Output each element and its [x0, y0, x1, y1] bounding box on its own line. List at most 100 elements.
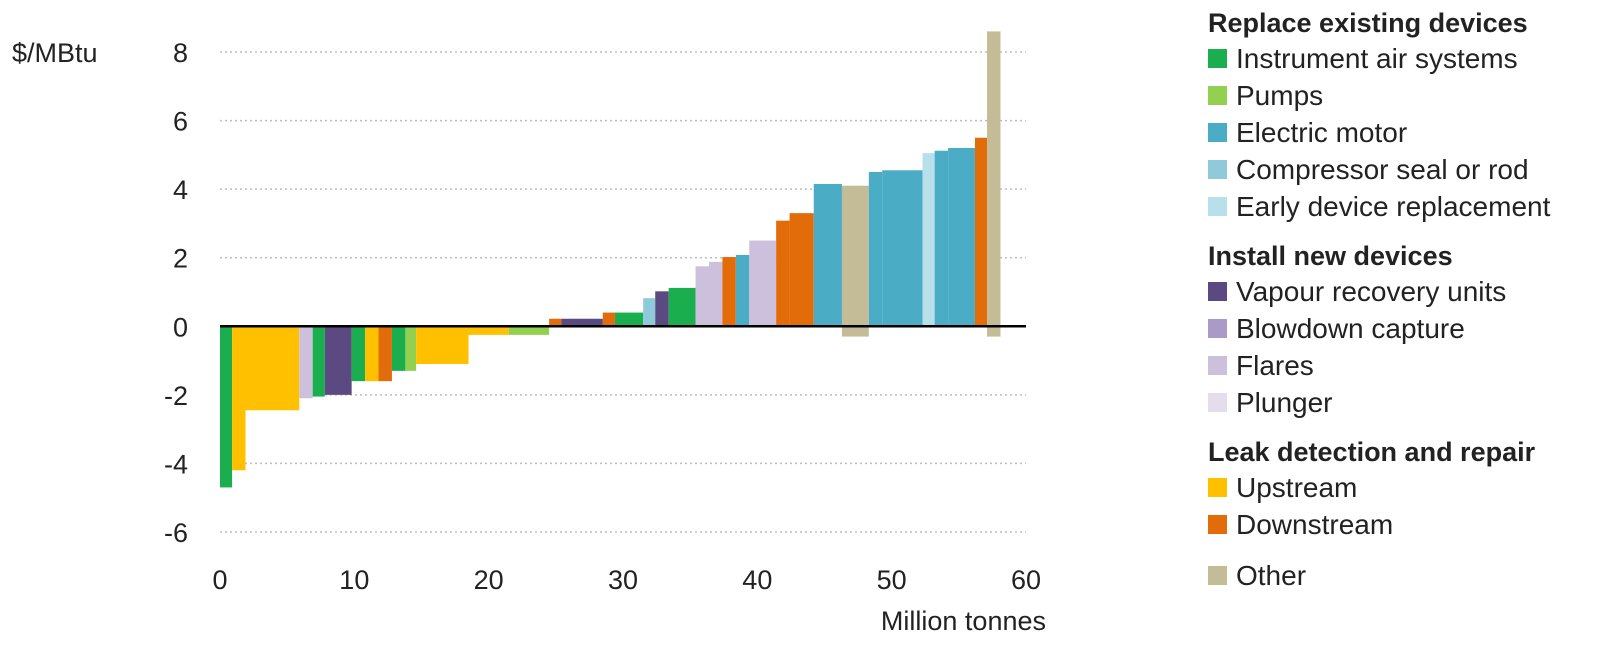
legend-swatch: [1208, 478, 1227, 497]
legend-swatch: [1208, 319, 1227, 338]
legend-label: Early device replacement: [1236, 190, 1551, 222]
bar-instrument_air: [668, 287, 696, 327]
y-tick-label: 0: [173, 312, 188, 342]
bar-upstream: [232, 326, 246, 471]
bar-pumps: [508, 326, 550, 335]
legend-item: Upstream: [1208, 469, 1618, 506]
bar-pumps: [405, 326, 417, 371]
legend: Replace existing devices Instrument air s…: [1208, 6, 1618, 608]
legend-label: Electric motor: [1236, 116, 1408, 148]
legend-item: Instrument air systems: [1208, 40, 1618, 77]
bar-other: [841, 326, 869, 337]
y-tick-label: 4: [173, 175, 188, 205]
y-tick-label: -4: [164, 449, 188, 479]
bar-early_device: [922, 153, 935, 327]
bar-electric_motor: [735, 254, 750, 327]
bar-instrument_air: [614, 312, 644, 327]
legend-item: Pumps: [1208, 77, 1618, 114]
legend-group: Install new devices Vapour recovery units…: [1208, 239, 1618, 421]
legend-label: Downstream: [1236, 508, 1394, 540]
bar-electric_motor: [882, 170, 923, 327]
y-tick-label: 6: [173, 107, 188, 137]
bar-other: [987, 31, 1001, 327]
legend-item: Other: [1208, 557, 1618, 594]
x-tick-label: 10: [339, 565, 369, 595]
bar-instrument_air: [391, 326, 406, 371]
bar-vru: [324, 326, 352, 395]
legend-item: Plunger: [1208, 384, 1618, 421]
legend-label: Other: [1236, 559, 1307, 591]
bar-electric_motor: [868, 172, 883, 327]
bar-downstream: [789, 213, 814, 327]
legend-group: Leak detection and repair Upstream Downstr…: [1208, 435, 1618, 543]
y-tick-label: 8: [173, 38, 188, 68]
legend-label: Pumps: [1236, 79, 1324, 111]
bar-other: [841, 185, 869, 327]
bar-downstream: [549, 318, 562, 327]
legend-swatch: [1208, 49, 1227, 68]
x-tick-label: 0: [212, 565, 227, 595]
bar-flares: [708, 261, 723, 327]
bar-vru: [561, 318, 603, 327]
legend-group-title: Replace existing devices: [1208, 8, 1528, 38]
bar-electric_motor: [948, 148, 975, 327]
bar-upstream: [365, 326, 379, 382]
legend-label: Flares: [1236, 349, 1314, 381]
x-tick-label: 30: [608, 565, 638, 595]
bar-downstream: [602, 312, 615, 327]
bar-upstream: [468, 326, 509, 335]
bars-group: [220, 31, 1001, 488]
legend-swatch: [1208, 566, 1227, 585]
legend-item: Flares: [1208, 347, 1618, 384]
y-tick-labels: -6 -4 -2 0 2 4 6 8: [164, 38, 188, 548]
bar-instrument_air: [312, 326, 325, 397]
abatement-cost-chart: -6 -4 -2 0 2 4 6 8 0 10 20 30 40 50 60 $/MBtu Million…: [12, 31, 1046, 636]
legend-swatch: [1208, 197, 1227, 216]
y-tick-label: -2: [164, 381, 188, 411]
x-tick-labels: 0 10 20 30 40 50 60: [212, 565, 1041, 595]
bar-downstream: [378, 326, 392, 382]
y-tick-label: -6: [164, 518, 188, 548]
legend-group: Replace existing devices Instrument air s…: [1208, 6, 1618, 225]
legend-item: Electric motor: [1208, 114, 1618, 151]
bar-electric_motor: [813, 184, 842, 327]
legend-label: Vapour recovery units: [1236, 275, 1507, 307]
legend-item: Early device replacement: [1208, 188, 1618, 225]
legend-item: Downstream: [1208, 506, 1618, 543]
bar-flares: [749, 240, 777, 327]
y-tick-label: 2: [173, 244, 188, 274]
bar-compressor_seal: [643, 298, 656, 327]
legend-item: Compressor seal or rod: [1208, 151, 1618, 188]
bar-electric_motor: [934, 150, 949, 327]
bar-upstream: [416, 326, 469, 364]
legend-label: Compressor seal or rod: [1236, 153, 1529, 185]
y-axis-label: $/MBtu: [12, 38, 98, 68]
legend-label: Instrument air systems: [1236, 42, 1518, 74]
bar-flares: [299, 326, 313, 399]
bar-instrument_air: [220, 326, 233, 488]
bar-upstream: [245, 326, 300, 411]
legend-label: Plunger: [1236, 386, 1333, 418]
legend-swatch: [1208, 123, 1227, 142]
legend-group: Other: [1208, 557, 1618, 594]
bar-instrument_air: [351, 326, 366, 382]
legend-swatch: [1208, 282, 1227, 301]
legend-group-title: Install new devices: [1208, 241, 1453, 271]
bar-vru: [655, 291, 669, 327]
x-tick-label: 50: [877, 565, 907, 595]
bar-downstream: [974, 137, 988, 327]
bar-downstream: [776, 220, 790, 327]
bar-downstream: [722, 257, 736, 327]
bar-flares: [695, 266, 709, 327]
legend-swatch: [1208, 356, 1227, 375]
legend-label: Blowdown capture: [1236, 312, 1465, 344]
legend-swatch: [1208, 515, 1227, 534]
legend-item: Blowdown capture: [1208, 310, 1618, 347]
x-tick-label: 60: [1011, 565, 1041, 595]
legend-item: Vapour recovery units: [1208, 273, 1618, 310]
legend-group-title: Leak detection and repair: [1208, 437, 1536, 467]
legend-swatch: [1208, 160, 1227, 179]
legend-swatch: [1208, 393, 1227, 412]
bar-other: [987, 326, 1001, 337]
legend-swatch: [1208, 86, 1227, 105]
